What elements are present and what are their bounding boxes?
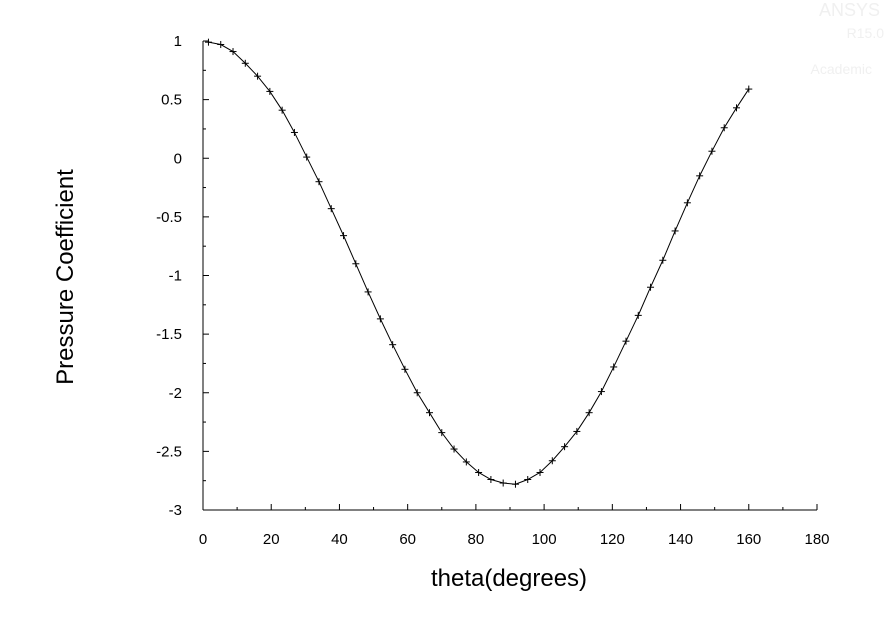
data-point-marker	[475, 468, 483, 476]
data-point-marker	[561, 443, 569, 451]
data-point-marker	[696, 172, 704, 180]
data-point-marker	[511, 480, 519, 488]
y-axis-title: Pressure Coefficient	[52, 169, 79, 385]
data-point-marker	[364, 288, 372, 296]
x-tick-label: 120	[600, 531, 625, 548]
data-point-marker	[524, 476, 532, 484]
data-point-marker	[548, 457, 556, 465]
x-tick-label: 80	[468, 531, 485, 548]
data-point-marker	[647, 283, 655, 291]
y-tick-label: -2.5	[156, 443, 182, 460]
data-point-marker	[254, 72, 262, 80]
data-point-marker	[450, 445, 458, 453]
data-point-marker	[683, 199, 691, 207]
data-point-marker	[634, 311, 642, 319]
data-point-marker	[229, 48, 237, 56]
y-tick-label: -1.5	[156, 326, 182, 343]
data-point-marker	[303, 153, 311, 161]
x-tick-label: 160	[736, 531, 761, 548]
x-tick-label: 0	[199, 531, 207, 548]
data-point-marker	[340, 232, 348, 240]
axes	[202, 41, 817, 511]
y-tick-label: -1	[169, 268, 182, 285]
data-point-marker	[462, 458, 470, 466]
y-axis-ticks: 1 0.5 0 -0.5 -1 -1.5 -2 -2.5 -3	[156, 33, 209, 519]
x-tick-label: 60	[399, 531, 416, 548]
data-point-marker	[389, 341, 397, 349]
data-point-marker	[217, 41, 225, 49]
data-point-marker	[732, 104, 740, 112]
data-point-marker	[413, 389, 421, 397]
data-point-marker	[352, 260, 360, 268]
data-point-marker	[720, 124, 728, 132]
data-point-marker	[708, 147, 716, 155]
data-point-marker	[499, 479, 507, 487]
x-tick-label: 180	[804, 531, 829, 548]
watermark-license: Academic	[811, 61, 872, 77]
y-tick-label: 1	[174, 33, 182, 50]
data-point-marker	[573, 427, 581, 435]
x-tick-label: 100	[532, 531, 557, 548]
data-point-marker	[536, 468, 544, 476]
data-point-marker	[659, 256, 667, 264]
y-tick-label: 0	[174, 150, 182, 167]
data-point-marker	[745, 85, 753, 93]
data-point-marker	[376, 315, 384, 323]
y-tick-label: 0.5	[161, 92, 182, 109]
x-axis-title: theta(degrees)	[431, 565, 587, 592]
data-point-marker	[327, 205, 335, 213]
watermark-title: ANSYS	[819, 0, 880, 20]
data-point-marker	[315, 178, 323, 186]
data-point-marker	[425, 409, 433, 417]
watermark: ANSYS R15.0 Academic	[811, 0, 885, 77]
data-point-marker	[266, 87, 274, 95]
x-tick-label: 40	[331, 531, 348, 548]
data-point-marker	[622, 337, 630, 345]
data-point-marker	[438, 429, 446, 437]
x-tick-label: 20	[263, 531, 280, 548]
data-point-marker	[597, 388, 605, 396]
data-point-marker	[204, 38, 212, 46]
data-point-marker	[671, 227, 679, 235]
data-point-marker	[610, 363, 618, 371]
y-tick-label: -0.5	[156, 209, 182, 226]
x-tick-label: 140	[668, 531, 693, 548]
data-point-marker	[401, 365, 409, 373]
data-point-marker	[278, 106, 286, 114]
x-axis-ticks: 0 20 40 60 80 100 120 140 160 180	[199, 504, 830, 548]
data-point-marker	[290, 128, 298, 136]
series-layer	[204, 38, 753, 488]
series-line	[208, 41, 750, 485]
y-tick-label: -3	[169, 502, 182, 519]
watermark-version: R15.0	[847, 25, 885, 41]
y-tick-label: -2	[169, 385, 182, 402]
data-point-marker	[487, 476, 495, 484]
data-point-marker	[241, 59, 249, 67]
data-point-marker	[585, 409, 593, 417]
